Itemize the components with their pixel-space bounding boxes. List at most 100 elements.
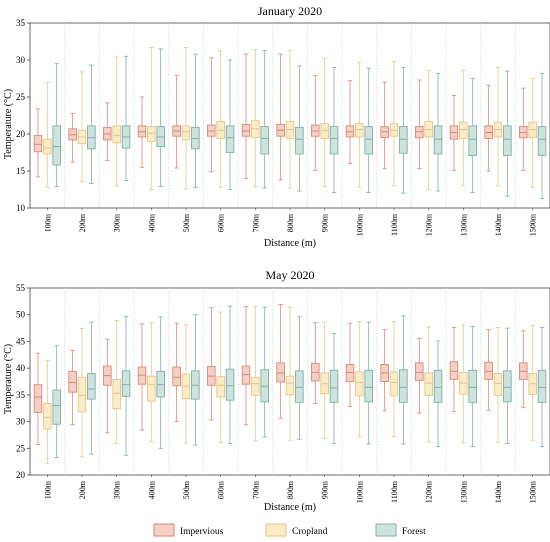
january-x-tick-label: 800m xyxy=(286,213,295,232)
may-x-tick-label: 1000m xyxy=(355,480,364,503)
january-y-tick-label: 15 xyxy=(16,166,26,176)
may-x-tick-label: 1200m xyxy=(425,480,434,503)
january-box-impervious-1300m xyxy=(449,95,459,171)
january-box-impervious-900m xyxy=(311,75,320,171)
january-box-forest-1500m xyxy=(537,72,547,199)
box-iqr xyxy=(459,121,468,139)
may-y-tick-label: 20 xyxy=(16,470,26,480)
may-box-cropland-1200m xyxy=(424,326,433,443)
may-box-forest-700m xyxy=(260,306,269,438)
box-iqr xyxy=(251,376,260,396)
january-x-tick-label: 100m xyxy=(43,213,52,232)
may-box-forest-1200m xyxy=(433,340,443,448)
may-x-tick-label: 1400m xyxy=(494,480,503,503)
january-y-tick-label: 30 xyxy=(16,55,26,65)
may-2020-panel: May 2020 Temperature (°C) Distance (m) 2… xyxy=(3,268,550,513)
box-iqr xyxy=(329,369,339,403)
january-box-forest-300m xyxy=(121,55,131,182)
box-iqr xyxy=(241,365,251,385)
may-box-forest-300m xyxy=(121,315,131,456)
january-box-forest-1200m xyxy=(433,72,443,192)
january-box-cropland-100m xyxy=(43,81,52,188)
box-iqr xyxy=(112,378,121,410)
legend-label-forest: Forest xyxy=(402,527,426,537)
january-box-impervious-1100m xyxy=(380,81,389,170)
box-iqr xyxy=(147,375,156,402)
january-x-tick-label: 1100m xyxy=(390,213,399,236)
box-iqr xyxy=(399,126,408,154)
box-iqr xyxy=(33,135,43,153)
box-iqr xyxy=(285,375,295,396)
january-box-cropland-600m xyxy=(216,50,225,188)
may-box-cropland-400m xyxy=(147,322,156,443)
may-box-forest-1000m xyxy=(364,321,373,445)
may-box-forest-900m xyxy=(329,333,339,444)
january-box-cropland-400m xyxy=(147,47,156,190)
january-box-impervious-400m xyxy=(137,96,147,168)
january-box-cropland-700m xyxy=(251,49,260,187)
may-chart-title: May 2020 xyxy=(266,268,315,282)
january-x-tick-label: 700m xyxy=(251,213,260,232)
may-x-tick-label: 700m xyxy=(251,480,260,499)
january-x-tick-label: 200m xyxy=(78,213,87,232)
may-x-tick-label: 200m xyxy=(78,480,87,499)
box-iqr xyxy=(320,123,329,139)
may-y-tick-label: 30 xyxy=(16,417,26,427)
may-box-impervious-900m xyxy=(311,322,320,404)
january-box-impervious-500m xyxy=(172,75,181,169)
box-iqr xyxy=(276,362,285,383)
january-y-tick-label: 20 xyxy=(16,129,26,139)
box-iqr xyxy=(43,138,52,155)
box-iqr xyxy=(345,363,355,382)
january-box-cropland-500m xyxy=(181,47,191,190)
january-y-tick-label: 35 xyxy=(16,18,26,28)
may-box-forest-400m xyxy=(156,316,165,449)
may-box-impervious-1500m xyxy=(519,330,528,409)
january-y-axis-label: Temperature (°C) xyxy=(3,89,14,159)
may-box-impervious-1300m xyxy=(449,327,459,412)
box-iqr xyxy=(389,371,399,397)
box-iqr xyxy=(364,369,373,403)
box-iqr xyxy=(156,370,165,398)
may-box-forest-600m xyxy=(225,305,235,444)
may-box-cropland-1000m xyxy=(355,321,364,437)
box-iqr xyxy=(468,125,477,156)
may-y-tick-label: 25 xyxy=(16,443,26,453)
may-box-impervious-800m xyxy=(276,304,285,419)
january-box-cropland-1400m xyxy=(493,67,503,187)
january-box-impervious-1400m xyxy=(484,84,493,172)
may-x-tick-label: 100m xyxy=(43,480,52,499)
january-box-impervious-200m xyxy=(68,112,77,163)
january-box-cropland-1000m xyxy=(355,61,364,188)
january-box-impervious-100m xyxy=(33,108,43,178)
may-x-tick-label: 300m xyxy=(113,480,122,499)
may-y-axis-label: Temperature (°C) xyxy=(3,344,14,414)
may-box-forest-200m xyxy=(87,321,96,455)
box-iqr xyxy=(364,126,373,155)
legend-swatch-impervious xyxy=(153,523,175,537)
box-iqr xyxy=(225,368,235,401)
may-box-cropland-600m xyxy=(216,311,225,443)
box-iqr xyxy=(329,126,339,155)
box-iqr xyxy=(260,126,269,155)
box-iqr xyxy=(355,371,364,397)
box-iqr xyxy=(424,372,433,396)
january-box-forest-200m xyxy=(87,64,96,184)
box-iqr xyxy=(484,361,493,380)
may-box-forest-1300m xyxy=(468,326,477,448)
january-box-forest-100m xyxy=(52,63,61,187)
legend-swatch-forest xyxy=(375,523,397,537)
january-x-tick-label: 400m xyxy=(147,213,156,232)
may-x-axis-label: Distance (m) xyxy=(264,502,316,513)
may-box-impervious-1000m xyxy=(345,322,355,408)
january-x-axis-label: Distance (m) xyxy=(264,238,316,249)
box-iqr xyxy=(355,123,364,138)
may-box-forest-1500m xyxy=(537,327,547,448)
may-box-forest-100m xyxy=(52,345,61,458)
may-box-impervious-1400m xyxy=(484,329,493,411)
january-x-tick-label: 300m xyxy=(113,213,122,232)
box-iqr xyxy=(241,123,251,137)
january-x-tick-label: 1500m xyxy=(529,213,538,236)
may-box-cropland-100m xyxy=(43,360,52,464)
